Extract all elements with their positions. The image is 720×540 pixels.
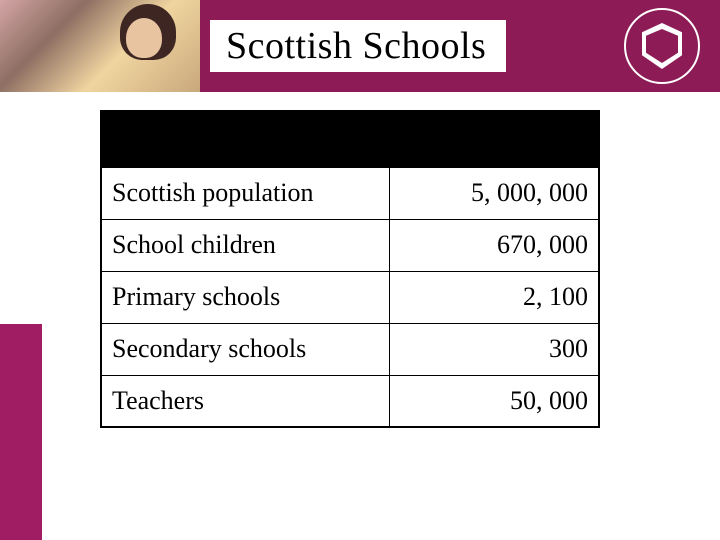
row-label: Primary schools xyxy=(101,271,390,323)
table-row: Teachers 50, 000 xyxy=(101,375,599,427)
row-value: 300 xyxy=(390,323,599,375)
row-label: Teachers xyxy=(101,375,390,427)
table-header-row xyxy=(101,111,599,167)
row-label: School children xyxy=(101,219,390,271)
header-photo xyxy=(0,0,200,92)
row-label: Secondary schools xyxy=(101,323,390,375)
row-value: 670, 000 xyxy=(390,219,599,271)
row-value: 2, 100 xyxy=(390,271,599,323)
crest-label xyxy=(626,10,698,82)
table-row: Scottish population 5, 000, 000 xyxy=(101,167,599,219)
row-value: 50, 000 xyxy=(390,375,599,427)
content-area: Scottish population 5, 000, 000 School c… xyxy=(0,92,720,428)
table-row: Primary schools 2, 100 xyxy=(101,271,599,323)
sidebar-accent xyxy=(0,324,42,540)
slide-title: Scottish Schools xyxy=(210,20,506,72)
row-label: Scottish population xyxy=(101,167,390,219)
header-band: Scottish Schools xyxy=(0,0,720,92)
stats-table: Scottish population 5, 000, 000 School c… xyxy=(100,110,600,428)
table-row: School children 670, 000 xyxy=(101,219,599,271)
row-value: 5, 000, 000 xyxy=(390,167,599,219)
table-row: Secondary schools 300 xyxy=(101,323,599,375)
university-crest-icon xyxy=(624,8,700,84)
